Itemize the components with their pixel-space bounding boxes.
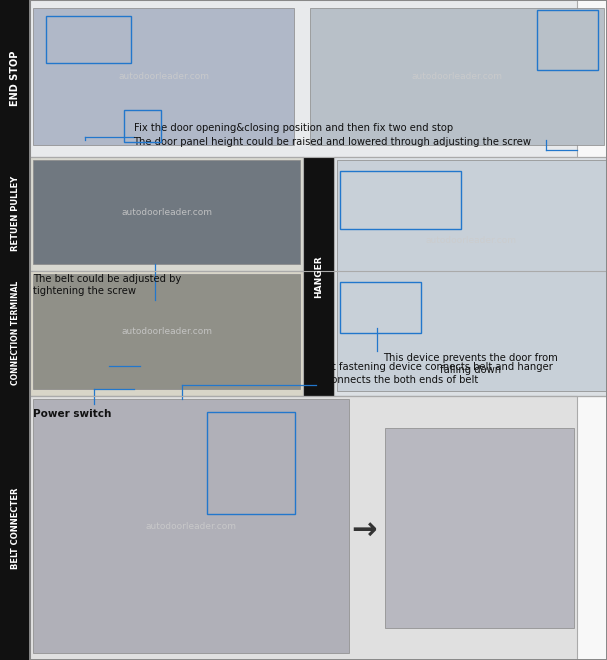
- Text: BELT CONNECTER: BELT CONNECTER: [11, 487, 19, 569]
- Bar: [304, 157, 334, 396]
- Bar: [537, 10, 598, 70]
- Text: →: →: [351, 517, 377, 546]
- Text: autodoorleader.com: autodoorleader.com: [121, 208, 212, 216]
- Text: Power switch: Power switch: [33, 409, 112, 419]
- Text: Fix the door opening&closing position and then fix two end stop: Fix the door opening&closing position an…: [134, 123, 453, 133]
- Bar: [0, 0, 30, 157]
- Text: autodoorleader.com: autodoorleader.com: [146, 522, 237, 531]
- Bar: [0, 396, 30, 660]
- Bar: [0, 157, 30, 271]
- Bar: [340, 171, 461, 229]
- Text: HANGER: HANGER: [314, 255, 323, 298]
- Bar: [30, 396, 577, 660]
- Bar: [334, 157, 607, 396]
- Bar: [207, 412, 296, 513]
- Text: autodoorleader.com: autodoorleader.com: [121, 327, 212, 336]
- Bar: [30, 271, 304, 396]
- Bar: [30, 0, 577, 157]
- Bar: [30, 157, 304, 271]
- Bar: [33, 8, 294, 145]
- Bar: [385, 428, 574, 628]
- Text: The belt could be adjusted by
tightening the screw: The belt could be adjusted by tightening…: [33, 274, 181, 296]
- Text: The door panel height could be raised and lowered through adjusting the screw: The door panel height could be raised an…: [134, 137, 532, 147]
- Text: It connects the both ends of belt: It connects the both ends of belt: [316, 375, 478, 385]
- Bar: [310, 8, 604, 145]
- Bar: [33, 274, 300, 389]
- Text: autodoorleader.com: autodoorleader.com: [426, 236, 517, 245]
- Bar: [46, 16, 131, 63]
- Bar: [337, 160, 606, 391]
- Text: autodoorleader.com: autodoorleader.com: [118, 72, 209, 81]
- Bar: [124, 110, 161, 142]
- Text: RETUEN PULLEY: RETUEN PULLEY: [11, 176, 19, 251]
- Text: Belt fastening device connects belt and hanger: Belt fastening device connects belt and …: [316, 362, 552, 372]
- Bar: [0, 271, 30, 396]
- Bar: [340, 282, 421, 333]
- Bar: [33, 160, 300, 264]
- Text: autodoorleader.com: autodoorleader.com: [412, 72, 502, 81]
- Text: END STOP: END STOP: [10, 51, 20, 106]
- Text: This device prevents the door from
falling down: This device prevents the door from falli…: [383, 353, 558, 375]
- Text: CONNECTION TERMINAL: CONNECTION TERMINAL: [11, 281, 19, 385]
- Bar: [33, 399, 349, 653]
